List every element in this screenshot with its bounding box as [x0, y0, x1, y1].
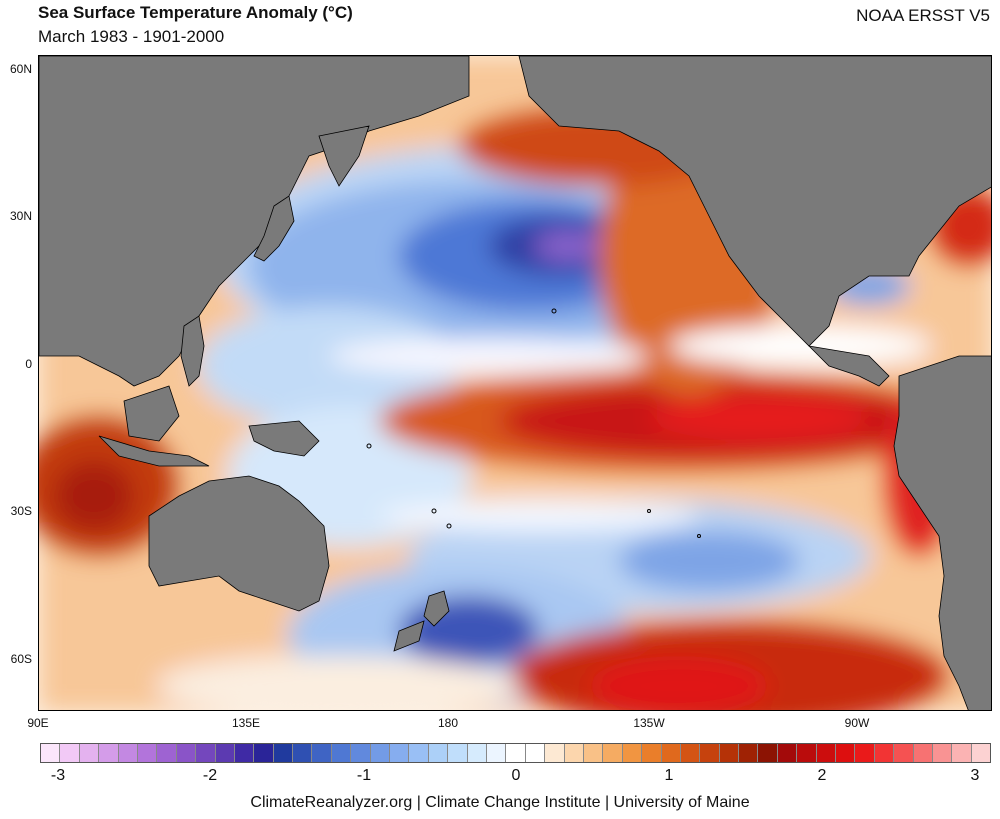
colorbar-swatch	[41, 744, 61, 762]
lat-label-60s: 60S	[10, 652, 32, 666]
colorbar-swatch	[370, 744, 391, 762]
colorbar-swatch	[952, 744, 972, 762]
lon-label-135w: 135W	[633, 716, 665, 730]
land-japan	[253, 195, 295, 262]
colorbar-swatch	[486, 744, 507, 762]
land-north-america	[518, 56, 991, 347]
colorbar-swatch	[176, 744, 197, 762]
colorbar-swatch	[234, 744, 255, 762]
colorbar-swatch	[603, 744, 623, 762]
lon-label-90e: 90E	[27, 716, 49, 730]
land-masses	[39, 56, 991, 710]
lat-label-30n: 30N	[9, 209, 32, 223]
colorbar	[40, 743, 991, 763]
colorbar-swatch	[118, 744, 138, 762]
colorbar-label: -2	[202, 767, 218, 784]
colorbar-swatch	[428, 744, 449, 762]
land-nz-north	[423, 590, 450, 627]
colorbar-swatch	[157, 744, 177, 762]
land-asia	[39, 56, 470, 387]
colorbar-swatch	[60, 744, 80, 762]
land-java	[98, 435, 210, 467]
land-kamchatka	[318, 125, 370, 187]
map-title: Sea Surface Temperature Anomaly (°C)	[38, 3, 353, 22]
colorbar-swatch	[448, 744, 468, 762]
colorbar-swatch	[390, 744, 410, 762]
colorbar-swatch	[137, 744, 158, 762]
land-philippines	[180, 315, 205, 387]
colorbar-swatch	[564, 744, 584, 762]
colorbar-swatch	[312, 744, 332, 762]
colorbar-label: 3	[970, 767, 980, 784]
lat-label-0: 0	[25, 357, 32, 371]
colorbar-swatch	[293, 744, 313, 762]
colorbar-label: 1	[664, 767, 674, 784]
map-subtitle: March 1983 - 1901-2000	[38, 27, 225, 46]
colorbar-swatch	[855, 744, 875, 762]
colorbar-label: -3	[50, 767, 66, 784]
colorbar-swatch	[642, 744, 662, 762]
colorbar-swatch	[913, 744, 933, 762]
colorbar-swatch	[836, 744, 856, 762]
lon-label-135e: 135E	[231, 716, 261, 730]
colorbar-label: -1	[356, 767, 372, 784]
colorbar-swatch	[79, 744, 100, 762]
colorbar-swatch	[254, 744, 274, 762]
colorbar-swatch	[409, 744, 429, 762]
colorbar-swatch	[932, 744, 953, 762]
colorbar-swatch	[816, 744, 837, 762]
colorbar-swatch	[331, 744, 352, 762]
footer-credit: ClimateReanalyzer.org | Climate Change I…	[250, 794, 750, 811]
colorbar-swatch	[971, 744, 991, 762]
lon-label-90w: 90W	[844, 716, 870, 730]
colorbar-label: 2	[817, 767, 827, 784]
pacific-islands	[366, 308, 701, 538]
colorbar-swatch	[894, 744, 914, 762]
map-canvas	[39, 56, 991, 710]
colorbar-swatch	[351, 744, 371, 762]
colorbar-swatch	[215, 744, 235, 762]
land-south-america	[893, 355, 991, 710]
colorbar-swatch	[583, 744, 604, 762]
colorbar-swatch	[525, 744, 546, 762]
colorbar-swatch	[273, 744, 294, 762]
colorbar-swatch	[797, 744, 817, 762]
colorbar-swatch	[196, 744, 216, 762]
colorbar-swatch	[719, 744, 740, 762]
colorbar-swatch	[506, 744, 526, 762]
lon-label-180: 180	[437, 716, 459, 730]
land-new-guinea	[248, 420, 320, 457]
land-nz-south	[393, 620, 425, 652]
lat-label-60n: 60N	[9, 62, 32, 76]
colorbar-swatch	[622, 744, 643, 762]
colorbar-swatch	[467, 744, 487, 762]
colorbar-swatch	[874, 744, 895, 762]
colorbar-swatch	[777, 744, 798, 762]
colorbar-swatch	[661, 744, 681, 762]
colorbar-swatch	[700, 744, 720, 762]
land-central-america	[807, 345, 890, 387]
dataset-label: NOAA ERSST V5	[856, 6, 990, 25]
colorbar-swatch	[758, 744, 778, 762]
colorbar-swatch	[545, 744, 565, 762]
colorbar-swatch	[99, 744, 119, 762]
lat-label-30s: 30S	[10, 504, 32, 518]
colorbar-label: 0	[511, 767, 521, 784]
colorbar-swatch	[680, 744, 701, 762]
colorbar-swatch	[739, 744, 759, 762]
sst-anomaly-map[interactable]	[38, 55, 992, 711]
land-borneo	[123, 385, 180, 442]
land-australia	[148, 475, 330, 612]
